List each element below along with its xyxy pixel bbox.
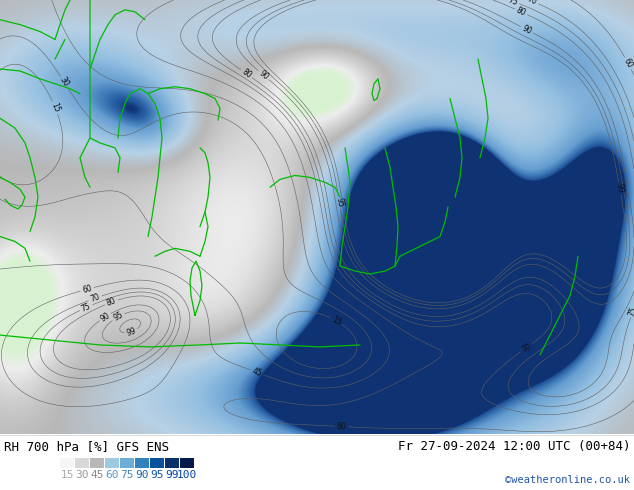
Text: 15: 15 (60, 470, 74, 480)
Text: 70: 70 (520, 341, 533, 354)
Bar (165, 458, 179, 468)
Bar (75, 458, 89, 468)
Bar (60, 458, 74, 468)
Text: 95: 95 (334, 197, 345, 208)
Bar (180, 458, 194, 468)
Bar (150, 458, 164, 468)
Text: 70: 70 (89, 293, 101, 304)
Text: ©weatheronline.co.uk: ©weatheronline.co.uk (505, 475, 630, 485)
Text: 30: 30 (75, 470, 89, 480)
Text: 90: 90 (99, 311, 112, 323)
Text: 99: 99 (165, 470, 179, 480)
Text: 75: 75 (80, 301, 93, 314)
Bar (90, 458, 104, 468)
Text: 100: 100 (177, 470, 197, 480)
Text: 60: 60 (337, 422, 347, 431)
Bar (135, 458, 149, 468)
Text: 90: 90 (257, 69, 270, 82)
Bar (120, 458, 134, 468)
Text: 80: 80 (240, 67, 253, 80)
Text: 45: 45 (90, 470, 104, 480)
Text: 80: 80 (105, 296, 117, 308)
Bar (105, 458, 119, 468)
Text: RH 700 hPa [%] GFS ENS: RH 700 hPa [%] GFS ENS (4, 440, 169, 453)
Text: 60: 60 (81, 284, 93, 295)
Text: 75: 75 (627, 305, 634, 318)
Text: 60: 60 (105, 470, 119, 480)
Text: 99: 99 (614, 183, 625, 194)
Text: 45: 45 (251, 367, 263, 378)
Text: 15: 15 (49, 101, 61, 114)
Text: 80: 80 (515, 6, 527, 18)
Text: 75: 75 (507, 0, 519, 7)
Text: 99: 99 (125, 326, 137, 338)
Text: 70: 70 (526, 0, 538, 7)
Text: 75: 75 (120, 470, 134, 480)
Text: 60: 60 (622, 57, 634, 70)
Text: 15: 15 (330, 315, 343, 327)
Text: Fr 27-09-2024 12:00 UTC (00+84): Fr 27-09-2024 12:00 UTC (00+84) (398, 440, 630, 453)
Text: 90: 90 (521, 24, 533, 36)
Text: 90: 90 (135, 470, 149, 480)
Text: 95: 95 (150, 470, 164, 480)
Text: 95: 95 (112, 311, 125, 323)
Text: 30: 30 (58, 75, 70, 89)
